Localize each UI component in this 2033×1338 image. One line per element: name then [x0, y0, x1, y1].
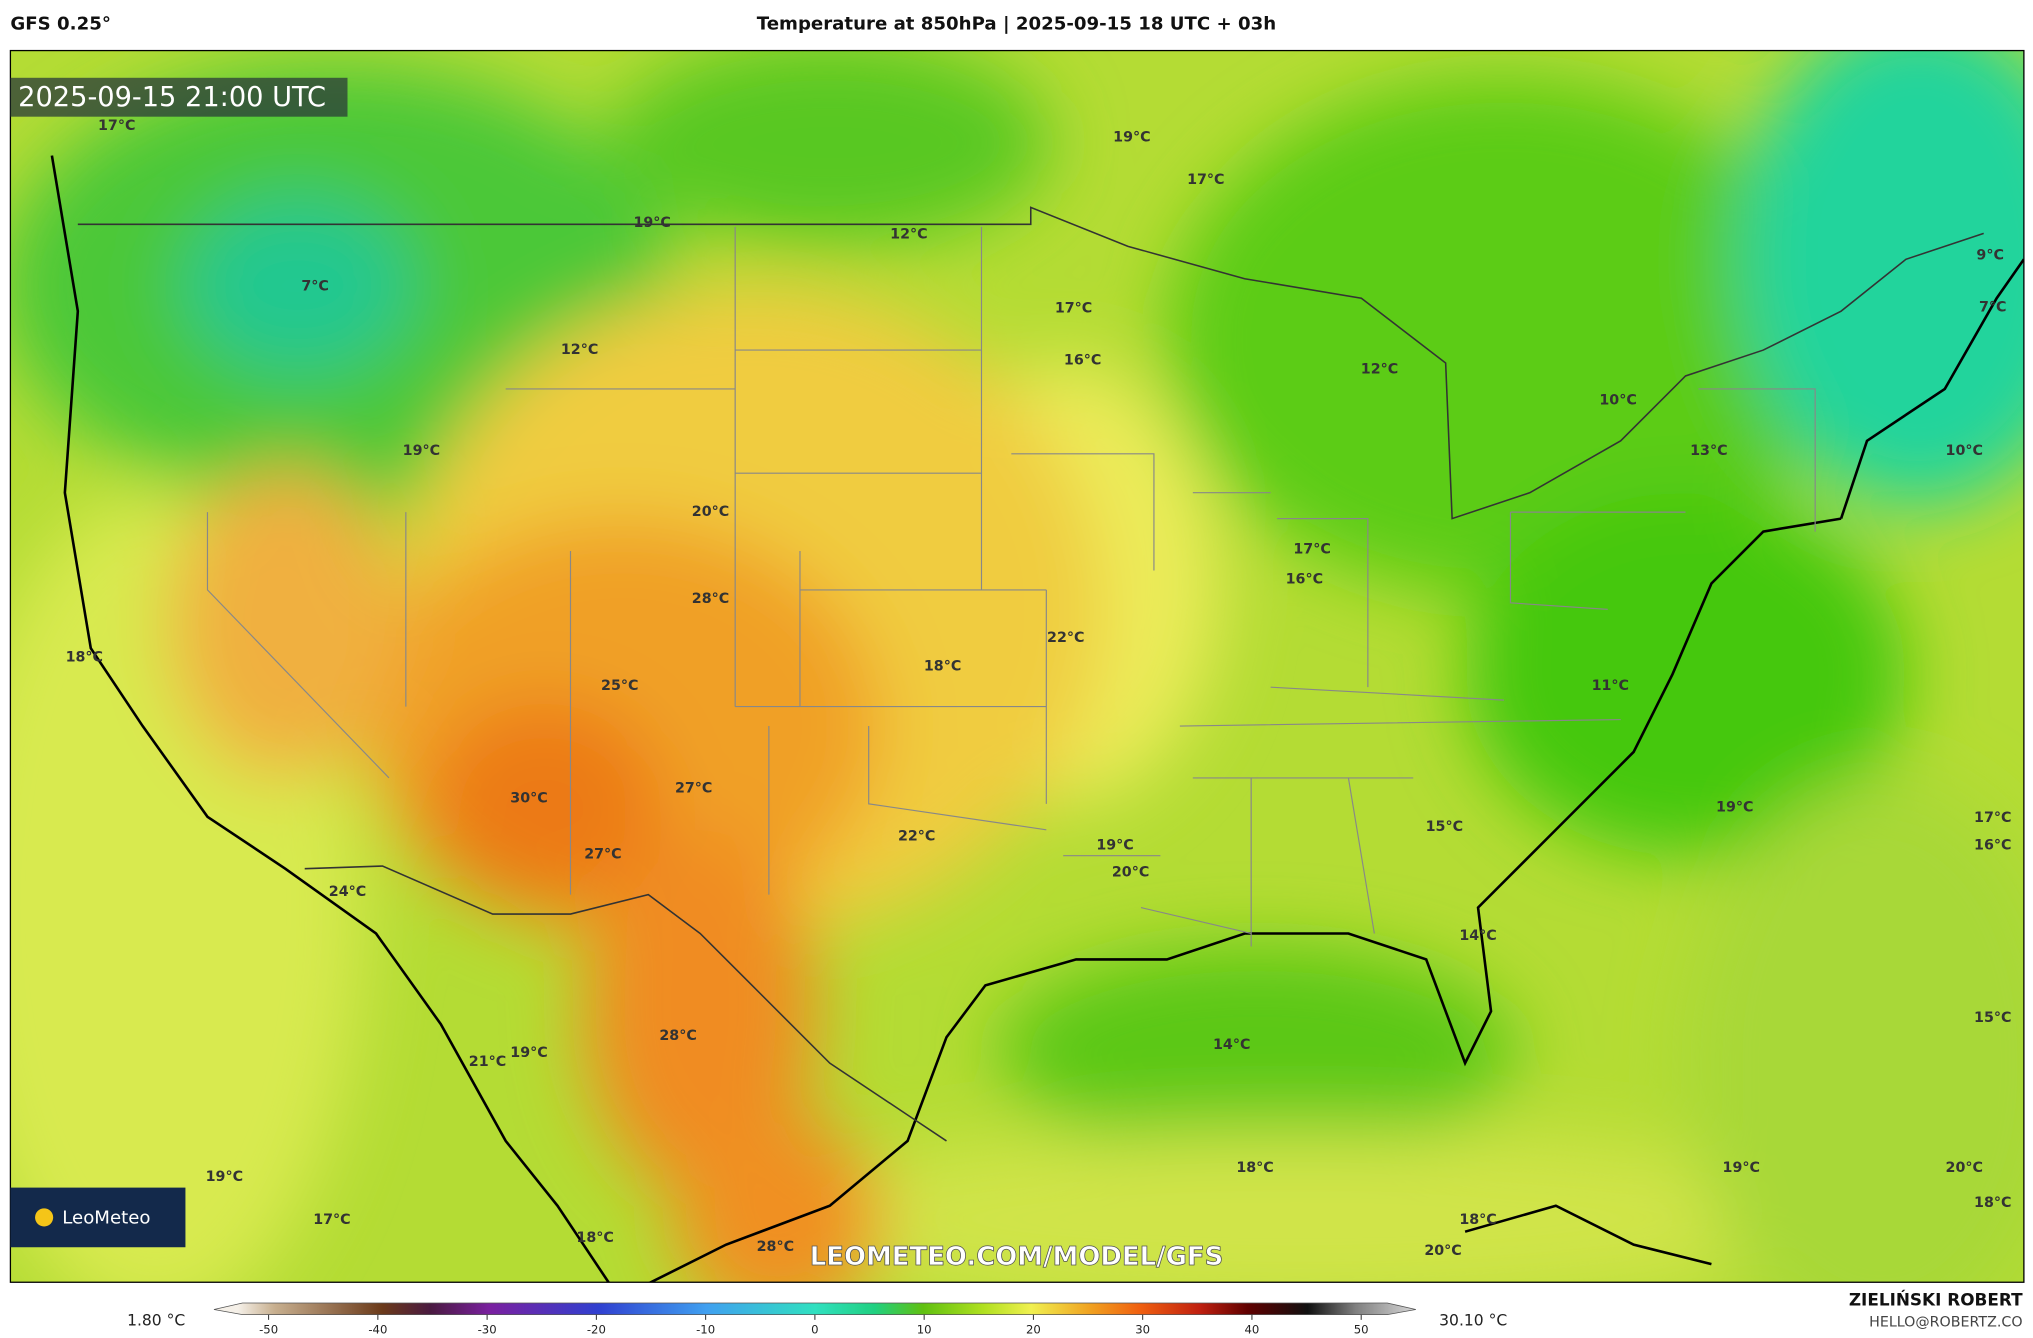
colorbar-scale: [213, 1302, 1416, 1316]
temperature-label: 25°C: [601, 678, 638, 694]
colorbar-tick-label: 30: [1135, 1323, 1150, 1337]
temperature-label: 17°C: [98, 118, 135, 134]
temperature-label: 28°C: [659, 1028, 696, 1044]
colorbar-tick-label: 0: [811, 1323, 818, 1337]
temperature-label: 24°C: [329, 884, 366, 900]
watermark: LEOMETEO.COM/MODEL/GFS: [810, 1242, 1223, 1272]
temperature-label: 7°C: [301, 279, 329, 295]
temperature-label: 17°C: [1055, 301, 1092, 317]
temperature-label: 10°C: [1946, 443, 1983, 459]
colorbar-min: 1.80 °C: [127, 1312, 185, 1330]
temperature-label: 18°C: [1236, 1160, 1273, 1176]
temperature-label: 22°C: [898, 828, 935, 844]
temperature-label: 22°C: [1047, 630, 1084, 646]
author: ZIELIŃSKI ROBERT: [1849, 1288, 2023, 1309]
map-title: Temperature at 850hPa | 2025-09-15 18 UT…: [757, 14, 1276, 35]
temperature-label: 14°C: [1459, 928, 1496, 944]
temperature-label: 18°C: [924, 658, 961, 674]
temperature-label: 18°C: [66, 649, 103, 665]
temperature-label: 18°C: [1974, 1195, 2011, 1211]
model-name: GFS 0.25°: [10, 14, 111, 35]
temperature-label: 17°C: [1293, 542, 1330, 558]
temperature-label: 14°C: [1213, 1037, 1250, 1053]
temperature-label: 10°C: [1599, 393, 1636, 409]
temperature-label: 19°C: [1113, 129, 1150, 145]
temperature-label: 28°C: [757, 1239, 794, 1255]
temperature-labels: 17°C 19°C 17°C 19°C 12°C 7°C 17°C 16°C 12°C 12°C 1…: [66, 118, 2012, 1259]
temperature-label: 20°C: [692, 504, 729, 520]
temperature-label: 19°C: [510, 1045, 547, 1061]
colorbar-tick-label: 50: [1354, 1323, 1369, 1337]
temperature-label: 18°C: [1459, 1212, 1496, 1228]
colorbar-tick-label: -50: [259, 1323, 278, 1337]
temperature-label: 27°C: [675, 780, 712, 796]
temperature-label: 16°C: [1286, 572, 1323, 588]
contact: HELLO@ROBERTZ.CO: [1869, 1314, 2022, 1330]
colorbar-max: 30.10 °C: [1439, 1312, 1507, 1330]
temperature-label: 11°C: [1592, 678, 1629, 694]
temperature-label: 15°C: [1426, 819, 1463, 835]
temperature-label: 20°C: [1424, 1243, 1461, 1259]
temperature-label: 17°C: [313, 1212, 350, 1228]
temperature-label: 16°C: [1064, 352, 1101, 368]
temperature-label: 12°C: [1361, 362, 1398, 378]
colorbar-tick-label: -40: [368, 1323, 387, 1337]
temperature-label: 28°C: [692, 591, 729, 607]
timestamp: 2025-09-15 21:00 UTC: [18, 82, 326, 113]
temperature-label: 19°C: [1096, 837, 1133, 853]
logo-sun: [35, 1208, 54, 1227]
temperature-label: 20°C: [1112, 865, 1149, 881]
temperature-label: 30°C: [510, 791, 547, 807]
temperature-label: 12°C: [890, 227, 927, 243]
temperature-label: 19°C: [206, 1169, 243, 1185]
temperature-label: 19°C: [1716, 800, 1753, 816]
colorbar-tick-label: -30: [478, 1323, 497, 1337]
colorbar-tick-label: -20: [587, 1323, 606, 1337]
temperature-label: 17°C: [1187, 172, 1224, 188]
temperature-label: 20°C: [1946, 1160, 1983, 1176]
temperature-label: 9°C: [1976, 247, 2004, 263]
map-frame: [9, 49, 2025, 1283]
temperature-label: 16°C: [1974, 837, 2011, 853]
temperature-label: 18°C: [576, 1230, 613, 1246]
temperature-label: 27°C: [584, 846, 621, 862]
temperature-label: 15°C: [1974, 1010, 2011, 1026]
temperature-label: 19°C: [633, 215, 670, 231]
temperature-label: 12°C: [561, 342, 598, 358]
temperature-label: 7°C: [1979, 299, 2007, 315]
colorbar-tick-label: 10: [917, 1323, 932, 1337]
temperature-label: 21°C: [469, 1054, 506, 1070]
timestamp-box: [10, 77, 348, 117]
colorbar-tick-label: -10: [696, 1323, 715, 1337]
logo-text: LeoMeteo: [62, 1208, 150, 1229]
map: [10, 50, 2024, 1283]
colorbar: -50 -40 -30 -20 -10 0 10 20 30 40 50: [213, 1302, 1416, 1337]
colorbar-tick-label: 20: [1026, 1323, 1041, 1337]
temperature-label: 13°C: [1690, 443, 1727, 459]
colorbar-tick-label: 40: [1245, 1323, 1260, 1337]
temperature-label: 19°C: [1723, 1160, 1760, 1176]
temperature-label: 17°C: [1974, 810, 2011, 826]
temperature-label: 19°C: [403, 443, 440, 459]
